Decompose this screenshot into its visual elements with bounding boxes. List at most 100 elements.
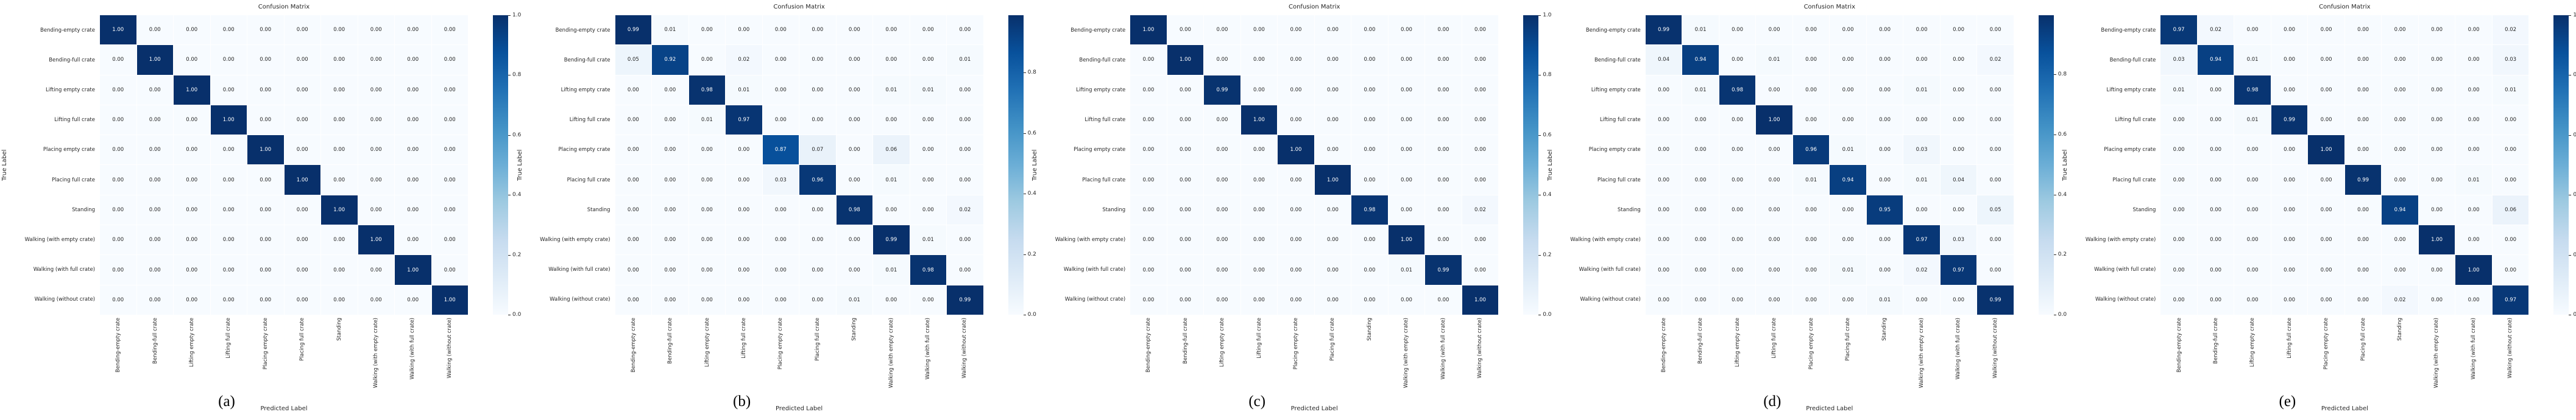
x-tick-label: Placing full crate [2360,318,2366,361]
heatmap-cell: 0.00 [947,135,983,165]
heatmap-cell: 1.00 [2418,225,2455,255]
y-tick-label: Lifting empty crate [2106,87,2156,93]
heatmap-cell: 0.01 [652,15,688,45]
heatmap-cell: 1.00 [100,15,136,45]
heatmap-cell: 0.00 [615,105,652,135]
colorbar-tick-label: 0.6 [2573,131,2576,138]
heatmap-cell: 0.00 [1977,165,2014,195]
x-tick-label: Walking (without crate) [2507,318,2514,379]
heatmap-cell: 0.00 [836,135,873,165]
y-tick-label: Lifting empty crate [1076,87,1126,93]
heatmap-cell: 0.00 [910,165,947,195]
heatmap-cell: 0.00 [2308,165,2344,195]
heatmap-cell: 0.00 [2271,135,2308,165]
heatmap-cell: 0.03 [762,165,799,195]
heatmap-cell: 0.95 [1866,195,1903,225]
heatmap-cell: 0.97 [726,105,762,135]
heatmap-cell: 0.00 [321,75,358,105]
heatmap-cell: 0.00 [210,255,247,285]
heatmap-cell: 0.00 [1351,105,1388,135]
heatmap-cell: 0.00 [2197,75,2234,105]
heatmap-cell: 0.00 [431,45,468,75]
heatmap-cell: 0.00 [2455,195,2492,225]
y-tick-label: Bending-empty crate [40,27,95,33]
heatmap-cell: 0.00 [1130,285,1167,315]
heatmap-cell: 0.00 [2308,15,2344,45]
heatmap-cell: 0.00 [762,105,799,135]
heatmap-cell: 0.00 [652,285,688,315]
y-tick-labels: Bending-empty crate Bending-full crate Lif… [1554,15,1643,315]
heatmap-cell: 0.00 [1167,105,1204,135]
heatmap-cell: 0.00 [726,285,762,315]
heatmap-cell: 0.00 [1204,255,1240,285]
heatmap-cell: 0.99 [615,15,652,45]
heatmap-cell: 0.00 [1204,225,1240,255]
heatmap-cell: 0.00 [210,285,247,315]
heatmap-cell: 1.00 [1462,285,1499,315]
heatmap-cell: 0.00 [210,135,247,165]
heatmap-cell: 0.00 [1756,225,1792,255]
heatmap-cell: 0.00 [2197,105,2234,135]
heatmap-cell: 0.00 [1719,45,1756,75]
heatmap-cell: 0.02 [2197,15,2234,45]
heatmap-cell: 0.00 [247,255,284,285]
y-tick-label: Walking (without crate) [550,296,610,303]
x-axis-label: Predicted Label [776,405,823,412]
heatmap-cell: 0.00 [836,75,873,105]
heatmap-cell: 0.00 [1278,165,1314,195]
heatmap-cell: 0.02 [1903,255,1940,285]
heatmap-cell: 0.00 [2308,225,2344,255]
y-tick-label: Bending-empty crate [2101,27,2156,33]
x-tick-label: Walking (with full crate) [1955,318,1962,380]
y-axis-label: True Label [516,149,523,181]
y-tick-label: Placing full crate [1082,177,1126,183]
chart-title: Confusion Matrix [2319,4,2371,10]
heatmap-cell: 0.00 [284,225,320,255]
heatmap-cell: 0.00 [799,45,836,75]
heatmap-cell: 0.00 [1240,165,1278,195]
heatmap-cell: 0.00 [1167,195,1204,225]
heatmap-cell: 0.00 [1462,15,1499,45]
heatmap-cell: 0.00 [1866,225,1903,255]
heatmap-cell: 0.00 [395,75,431,105]
y-axis-label: True Label [1031,149,1039,181]
heatmap-cell: 0.92 [652,45,688,75]
heatmap-cell: 0.00 [247,285,284,315]
colorbar-tick-mark [2569,15,2572,16]
heatmap-cell: 0.00 [1830,45,1866,75]
heatmap-cell: 0.00 [1425,105,1462,135]
heatmap-cell: 0.00 [615,135,652,165]
heatmap-cell: 0.00 [1792,255,1830,285]
heatmap-cell: 0.00 [1756,285,1792,315]
heatmap-cell: 0.00 [762,195,799,225]
y-tick-label: Placing empty crate [43,147,95,153]
heatmap-grid: 1.00 0.00 0.00 0.00 0.00 0.00 0.00 0.00 0.00 0.00… [100,15,468,315]
heatmap-cell: 0.00 [395,195,431,225]
heatmap-cell: 0.00 [1425,195,1462,225]
heatmap-cell: 0.00 [1240,75,1278,105]
heatmap-cell: 0.00 [1866,75,1903,105]
heatmap-cell: 0.00 [431,135,468,165]
heatmap-cell: 0.00 [726,15,762,45]
heatmap-cell: 0.00 [1792,225,1830,255]
y-tick-label: Walking (with empty crate) [2085,237,2156,243]
heatmap-cell: 0.87 [762,135,799,165]
heatmap-cell: 0.00 [1314,135,1351,165]
heatmap-cell: 0.00 [2344,255,2382,285]
heatmap-cell: 0.03 [2492,45,2529,75]
heatmap-cell: 0.00 [615,225,652,255]
colorbar-tick-mark [508,135,511,136]
y-tick-label: Bending-full crate [49,57,95,63]
heatmap-cell: 0.00 [174,165,210,195]
heatmap-cell: 0.00 [1204,15,1240,45]
heatmap-cell: 0.00 [1903,105,1940,135]
x-tick-label: Bending-empty crate [630,318,637,373]
x-tick-label: Walking (without crate) [1992,318,1998,379]
heatmap-cell: 0.00 [1130,75,1167,105]
heatmap-cell: 0.00 [1130,45,1167,75]
x-tick-label: Walking (with empty crate) [1403,318,1410,388]
heatmap-cell: 0.00 [174,45,210,75]
x-tick-label: Bending-empty crate [1660,318,1667,373]
heatmap-cell: 0.00 [1351,225,1388,255]
heatmap-cell: 0.00 [1130,255,1167,285]
